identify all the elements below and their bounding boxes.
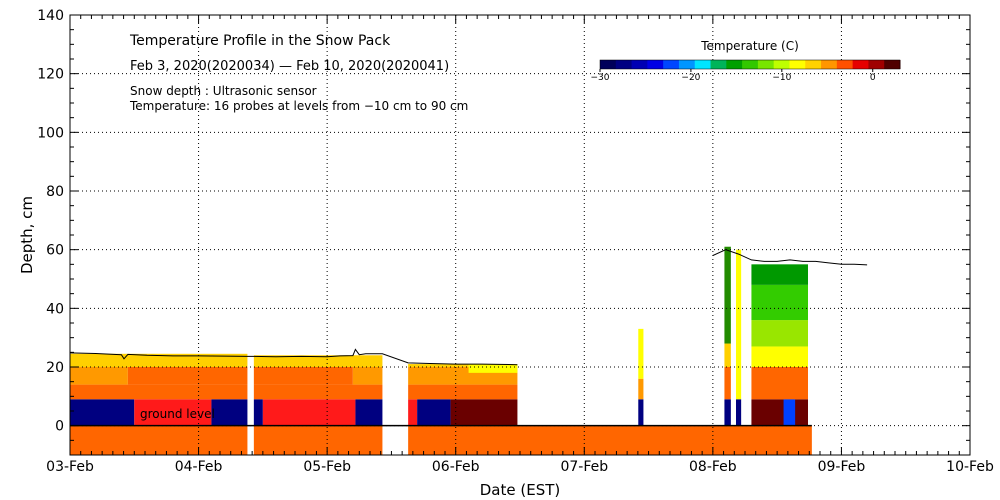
temperature-cell-7 bbox=[262, 399, 356, 426]
y-tick-label-3: 60 bbox=[46, 243, 64, 259]
temperature-cell-1 bbox=[253, 425, 383, 455]
temperature-cell-33 bbox=[751, 399, 808, 426]
temperature-cell-8 bbox=[355, 399, 383, 426]
colorbar-swatch-15 bbox=[836, 60, 854, 69]
chart-title: Temperature Profile in the Snow Pack bbox=[129, 33, 391, 49]
temperature-cell-36 bbox=[751, 346, 808, 367]
y-tick-label-0: 0 bbox=[55, 419, 64, 435]
note-snow-depth: Snow depth : Ultrasonic sensor bbox=[130, 84, 317, 98]
temperature-cell-21 bbox=[253, 355, 383, 367]
temperature-cell-23 bbox=[468, 364, 518, 373]
colorbar-swatch-0 bbox=[600, 60, 617, 69]
temperature-cell-27 bbox=[724, 399, 731, 426]
temperature-cell-34 bbox=[783, 399, 796, 426]
temperature-cell-2 bbox=[408, 425, 812, 455]
grid-lines bbox=[70, 15, 970, 455]
temperature-cell-30 bbox=[724, 246, 731, 344]
colorbar-swatch-4 bbox=[663, 60, 680, 69]
colorbar-swatch-17 bbox=[868, 60, 885, 69]
temperature-cell-6 bbox=[253, 399, 263, 426]
temperature-cell-39 bbox=[751, 264, 808, 285]
x-tick-label-6: 09-Feb bbox=[818, 459, 866, 475]
colorbar-frame bbox=[599, 59, 901, 70]
temperature-cell-35 bbox=[751, 367, 808, 400]
colorbar-swatch-10 bbox=[757, 60, 775, 69]
y-tick-label-4: 80 bbox=[46, 184, 64, 200]
temperature-cell-18 bbox=[352, 367, 383, 385]
temperature-cell-15 bbox=[70, 367, 128, 385]
colorbar-swatch-7 bbox=[710, 60, 727, 69]
temperature-cell-0 bbox=[70, 425, 248, 455]
temperature-cell-37 bbox=[751, 320, 808, 347]
note-temperature: Temperature: 16 probes at levels from −1… bbox=[129, 99, 468, 113]
temperature-cell-5 bbox=[211, 399, 248, 426]
colorbar-title: Temperature (C) bbox=[700, 39, 799, 53]
temperature-cell-17 bbox=[253, 367, 353, 385]
temperature-cells bbox=[70, 246, 812, 455]
temperature-cell-16 bbox=[127, 367, 248, 385]
temperature-cell-14 bbox=[408, 384, 518, 400]
colorbar-swatch-16 bbox=[852, 60, 869, 69]
temperature-cell-11 bbox=[450, 399, 518, 426]
colorbar-swatch-8 bbox=[726, 60, 743, 69]
x-tick-label-1: 04-Feb bbox=[175, 459, 223, 475]
temperature-cell-32 bbox=[736, 249, 742, 400]
temperature-cell-9 bbox=[408, 399, 418, 426]
temperature-cell-12 bbox=[70, 384, 248, 400]
temperature-cell-26 bbox=[638, 328, 644, 379]
x-tick-label-2: 05-Feb bbox=[303, 459, 351, 475]
temperature-cell-29 bbox=[724, 343, 731, 367]
y-axis-label: Depth, cm bbox=[18, 196, 36, 274]
colorbar-swatch-3 bbox=[647, 60, 664, 69]
colorbar-swatch-2 bbox=[631, 60, 648, 69]
x-axis-label: Date (EST) bbox=[480, 481, 561, 499]
colorbar-swatch-9 bbox=[742, 60, 759, 69]
colorbar-swatch-14 bbox=[821, 60, 838, 69]
colorbar-tick-label-0: −30 bbox=[591, 73, 610, 83]
temperature-cell-22 bbox=[408, 364, 469, 367]
colorbar-swatch-5 bbox=[678, 60, 696, 69]
temperature-cell-25 bbox=[638, 378, 644, 400]
snow-depth-line-1 bbox=[69, 348, 518, 366]
chart-subtitle: Feb 3, 2020(2020034) — Feb 10, 2020(2020… bbox=[130, 59, 449, 74]
colorbar-swatch-13 bbox=[805, 60, 822, 69]
ground-level-annotation: ground level bbox=[140, 407, 215, 421]
temperature-cell-31 bbox=[736, 399, 742, 426]
x-tick-label-0: 03-Feb bbox=[46, 459, 94, 475]
x-tick-label-7: 10-Feb bbox=[946, 459, 994, 475]
colorbar-swatch-1 bbox=[615, 60, 633, 69]
snow-depth-lines bbox=[69, 249, 868, 427]
y-tick-label-5: 100 bbox=[37, 125, 64, 141]
axes: 03-Feb 04-Feb 05-Feb 06-Feb 07-Feb 08-Feb 09-F… bbox=[37, 8, 994, 475]
x-tick-label-5: 08-Feb bbox=[689, 459, 737, 475]
colorbar-tick-label-2: −10 bbox=[772, 73, 791, 83]
x-tick-label-4: 07-Feb bbox=[560, 459, 608, 475]
temperature-cell-20 bbox=[70, 353, 248, 367]
colorbar-swatch-18 bbox=[884, 60, 901, 69]
y-tick-label-1: 20 bbox=[46, 360, 64, 376]
colorbar-swatch-6 bbox=[694, 60, 712, 69]
temperature-cell-24 bbox=[638, 399, 644, 426]
colorbar: −30 −20 −10 0 bbox=[591, 59, 901, 83]
temperature-cell-10 bbox=[417, 399, 451, 426]
temperature-cell-3 bbox=[70, 399, 135, 426]
y-tick-label-2: 40 bbox=[46, 301, 64, 317]
y-tick-label-7: 140 bbox=[37, 8, 64, 24]
temperature-cell-28 bbox=[724, 367, 731, 400]
snow-depth-line-2 bbox=[712, 249, 868, 266]
temperature-cell-13 bbox=[253, 384, 383, 400]
temperature-cell-38 bbox=[751, 284, 808, 321]
y-tick-label-6: 120 bbox=[37, 67, 64, 83]
colorbar-tick-label-1: −20 bbox=[681, 73, 700, 83]
x-tick-label-3: 06-Feb bbox=[432, 459, 480, 475]
colorbar-tick-label-3: 0 bbox=[870, 73, 876, 83]
colorbar-swatch-12 bbox=[789, 60, 806, 69]
colorbar-swatch-11 bbox=[773, 60, 790, 69]
